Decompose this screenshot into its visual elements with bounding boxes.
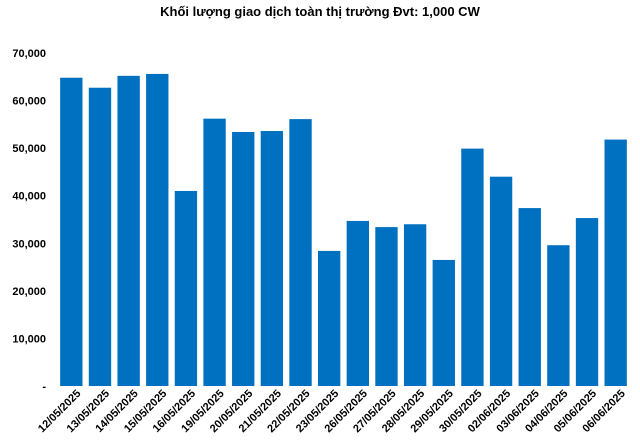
y-axis-labels: - 10,000 20,000 30,000 40,000 50,000 60,000 70,… — [12, 48, 46, 393]
bar — [604, 139, 627, 386]
chart-title: Khối lượng giao dịch toàn thị trường Đvt… — [160, 4, 480, 19]
bar — [174, 190, 198, 386]
y-tick-label: 50,000 — [12, 143, 46, 155]
y-tick-label: 20,000 — [12, 286, 46, 298]
bar — [260, 131, 284, 386]
bar — [88, 87, 112, 386]
bar — [203, 118, 226, 387]
y-tick-label: 40,000 — [12, 191, 46, 203]
bar — [232, 131, 255, 386]
bar — [518, 208, 541, 386]
bar — [117, 75, 140, 386]
bar — [461, 148, 484, 386]
bar — [489, 176, 513, 386]
bar — [289, 119, 312, 387]
bar — [60, 77, 83, 387]
y-tick-label: 60,000 — [12, 96, 46, 108]
bar — [432, 259, 455, 386]
y-tick-label: - — [42, 381, 46, 393]
bar — [346, 220, 369, 386]
bar — [146, 73, 169, 387]
y-tick-label: 30,000 — [12, 238, 46, 250]
x-axis-labels: 12/05/202513/05/202514/05/202515/05/2025… — [36, 388, 628, 435]
bar — [318, 250, 341, 386]
y-tick-label: 70,000 — [12, 48, 46, 60]
bar — [403, 224, 427, 386]
bars — [60, 73, 627, 387]
bar — [375, 227, 398, 386]
bar — [547, 245, 570, 386]
y-tick-label: 10,000 — [12, 333, 46, 345]
bar — [575, 218, 599, 386]
